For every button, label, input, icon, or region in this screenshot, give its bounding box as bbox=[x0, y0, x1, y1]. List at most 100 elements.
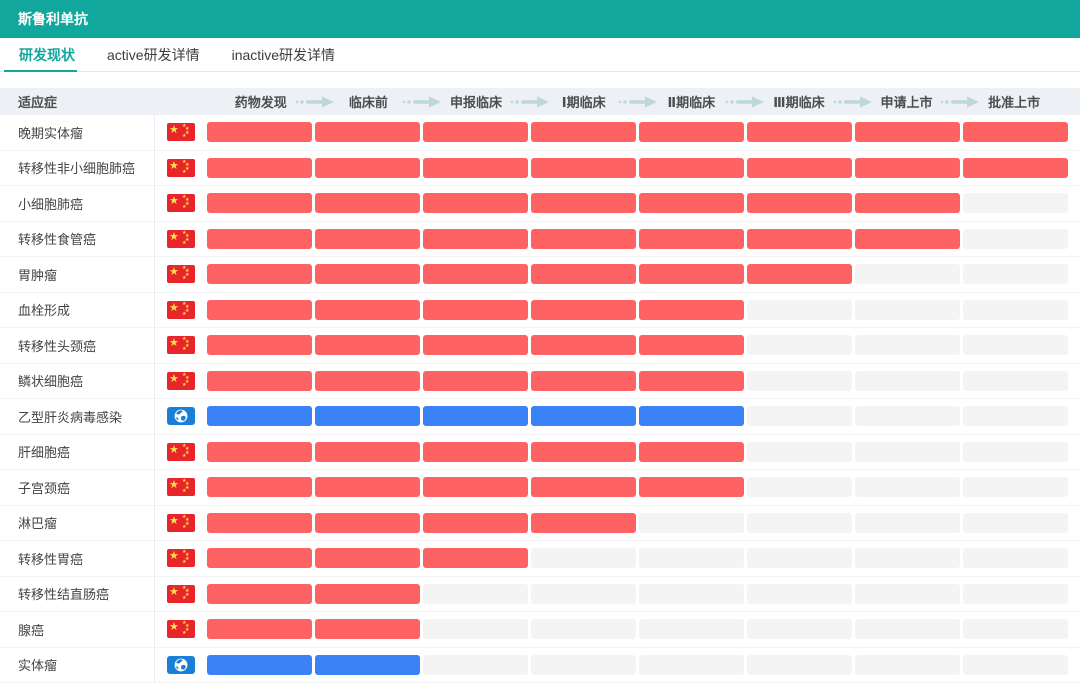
stage-bar-filled-3[interactable] bbox=[423, 228, 528, 249]
stage-bar-filled-4[interactable] bbox=[531, 122, 636, 143]
stage-bar-filled-4[interactable] bbox=[531, 228, 636, 249]
stage-bar-filled-5[interactable] bbox=[639, 299, 744, 320]
stage-bar-filled-3[interactable] bbox=[423, 548, 528, 569]
stage-bar-filled-5[interactable] bbox=[639, 370, 744, 391]
table-row[interactable]: 实体瘤 bbox=[0, 647, 1080, 683]
stage-bar-filled-2[interactable] bbox=[315, 335, 420, 356]
table-row[interactable]: 转移性头颈癌 ★ ★ ★ ★ ★ bbox=[0, 328, 1080, 364]
stage-bar-filled-1[interactable] bbox=[207, 441, 312, 462]
stage-bar-filled-5[interactable] bbox=[639, 193, 744, 214]
stage-bar-filled-4[interactable] bbox=[531, 299, 636, 320]
tab-rd-status[interactable]: 研发现状 bbox=[3, 38, 91, 72]
stage-bar-filled-6[interactable] bbox=[747, 122, 852, 143]
stage-bar-filled-2[interactable] bbox=[315, 477, 420, 498]
stage-bar-filled-5[interactable] bbox=[639, 157, 744, 178]
table-row[interactable]: 鳞状细胞癌 ★ ★ ★ ★ ★ bbox=[0, 363, 1080, 399]
stage-bar-filled-2[interactable] bbox=[315, 654, 420, 675]
stage-bar-filled-2[interactable] bbox=[315, 299, 420, 320]
region-badge-cell: ★ ★ ★ ★ ★ bbox=[155, 584, 207, 603]
stage-bar-filled-7[interactable] bbox=[855, 228, 960, 249]
stage-bar-filled-3[interactable] bbox=[423, 157, 528, 178]
table-row[interactable]: 胃肿瘤 ★ ★ ★ ★ ★ bbox=[0, 257, 1080, 293]
stage-bar-filled-7[interactable] bbox=[855, 157, 960, 178]
stage-bar-filled-5[interactable] bbox=[639, 406, 744, 427]
stage-bar-filled-2[interactable] bbox=[315, 406, 420, 427]
stage-bar-filled-5[interactable] bbox=[639, 477, 744, 498]
stage-bar-filled-2[interactable] bbox=[315, 193, 420, 214]
stage-bars bbox=[207, 548, 1068, 569]
stage-bar-filled-6[interactable] bbox=[747, 264, 852, 285]
stage-bar-filled-5[interactable] bbox=[639, 228, 744, 249]
stage-bar-filled-5[interactable] bbox=[639, 122, 744, 143]
stage-bar-filled-4[interactable] bbox=[531, 477, 636, 498]
stage-bar-filled-2[interactable] bbox=[315, 619, 420, 640]
stage-bar-filled-1[interactable] bbox=[207, 619, 312, 640]
table-row[interactable]: 转移性食管癌 ★ ★ ★ ★ ★ bbox=[0, 221, 1080, 257]
table-row[interactable]: 晚期实体瘤 ★ ★ ★ ★ ★ bbox=[0, 115, 1080, 151]
stage-bar-filled-2[interactable] bbox=[315, 441, 420, 462]
stage-bar-filled-2[interactable] bbox=[315, 583, 420, 604]
stage-bar-filled-4[interactable] bbox=[531, 370, 636, 391]
table-row[interactable]: 小细胞肺癌 ★ ★ ★ ★ ★ bbox=[0, 186, 1080, 222]
stage-bar-filled-1[interactable] bbox=[207, 512, 312, 533]
table-row[interactable]: 转移性结直肠癌 ★ ★ ★ ★ ★ bbox=[0, 576, 1080, 612]
stage-bar-filled-6[interactable] bbox=[747, 193, 852, 214]
stage-bar-filled-1[interactable] bbox=[207, 157, 312, 178]
stage-bar-filled-3[interactable] bbox=[423, 477, 528, 498]
stage-bar-filled-1[interactable] bbox=[207, 583, 312, 604]
stage-bar-filled-7[interactable] bbox=[855, 193, 960, 214]
table-row[interactable]: 乙型肝炎病毒感染 bbox=[0, 399, 1080, 435]
tab-active-rd-details[interactable]: active研发详情 bbox=[107, 46, 200, 63]
stage-bar-filled-3[interactable] bbox=[423, 441, 528, 462]
stage-bar-filled-4[interactable] bbox=[531, 157, 636, 178]
stage-bar-filled-3[interactable] bbox=[423, 122, 528, 143]
stage-bar-filled-1[interactable] bbox=[207, 228, 312, 249]
stage-bar-filled-1[interactable] bbox=[207, 370, 312, 391]
stage-bar-filled-3[interactable] bbox=[423, 193, 528, 214]
table-row[interactable]: 子宫颈癌 ★ ★ ★ ★ ★ bbox=[0, 470, 1080, 506]
stage-bar-filled-4[interactable] bbox=[531, 441, 636, 462]
stage-bar-filled-1[interactable] bbox=[207, 406, 312, 427]
table-row[interactable]: 转移性胃癌 ★ ★ ★ ★ ★ bbox=[0, 541, 1080, 577]
stage-bar-filled-1[interactable] bbox=[207, 654, 312, 675]
stage-bar-filled-1[interactable] bbox=[207, 264, 312, 285]
stage-bar-filled-6[interactable] bbox=[747, 228, 852, 249]
table-row[interactable]: 转移性非小细胞肺癌 ★ ★ ★ ★ ★ bbox=[0, 150, 1080, 186]
table-row[interactable]: 淋巴瘤 ★ ★ ★ ★ ★ bbox=[0, 505, 1080, 541]
stage-bar-filled-2[interactable] bbox=[315, 512, 420, 533]
stage-bar-filled-1[interactable] bbox=[207, 193, 312, 214]
table-row[interactable]: 腺癌 ★ ★ ★ ★ ★ bbox=[0, 612, 1080, 648]
stage-bar-filled-5[interactable] bbox=[639, 264, 744, 285]
stage-bar-filled-3[interactable] bbox=[423, 370, 528, 391]
tab-inactive-rd-details[interactable]: inactive研发详情 bbox=[231, 46, 336, 63]
stage-bar-filled-2[interactable] bbox=[315, 370, 420, 391]
stage-bar-filled-8[interactable] bbox=[963, 157, 1068, 178]
table-row[interactable]: 血栓形成 ★ ★ ★ ★ ★ bbox=[0, 292, 1080, 328]
stage-bar-filled-2[interactable] bbox=[315, 157, 420, 178]
stage-bar-filled-2[interactable] bbox=[315, 228, 420, 249]
stage-bar-filled-4[interactable] bbox=[531, 512, 636, 533]
stage-bar-filled-2[interactable] bbox=[315, 122, 420, 143]
stage-bar-filled-3[interactable] bbox=[423, 299, 528, 320]
stage-bar-filled-4[interactable] bbox=[531, 264, 636, 285]
stage-bar-filled-6[interactable] bbox=[747, 157, 852, 178]
stage-bar-filled-4[interactable] bbox=[531, 335, 636, 356]
stage-bar-filled-2[interactable] bbox=[315, 548, 420, 569]
table-row[interactable]: 肝细胞癌 ★ ★ ★ ★ ★ bbox=[0, 434, 1080, 470]
stage-bar-filled-4[interactable] bbox=[531, 193, 636, 214]
stage-bar-filled-1[interactable] bbox=[207, 477, 312, 498]
stage-bar-filled-2[interactable] bbox=[315, 264, 420, 285]
stage-bar-filled-1[interactable] bbox=[207, 548, 312, 569]
stage-bar-filled-4[interactable] bbox=[531, 406, 636, 427]
stage-bar-filled-1[interactable] bbox=[207, 335, 312, 356]
stage-bar-filled-1[interactable] bbox=[207, 299, 312, 320]
stage-bar-filled-5[interactable] bbox=[639, 335, 744, 356]
stage-bar-filled-3[interactable] bbox=[423, 264, 528, 285]
stage-bar-filled-1[interactable] bbox=[207, 122, 312, 143]
stage-bar-filled-3[interactable] bbox=[423, 335, 528, 356]
stage-bar-filled-3[interactable] bbox=[423, 512, 528, 533]
stage-bar-filled-7[interactable] bbox=[855, 122, 960, 143]
stage-bar-filled-8[interactable] bbox=[963, 122, 1068, 143]
stage-bar-filled-5[interactable] bbox=[639, 441, 744, 462]
stage-bar-filled-3[interactable] bbox=[423, 406, 528, 427]
